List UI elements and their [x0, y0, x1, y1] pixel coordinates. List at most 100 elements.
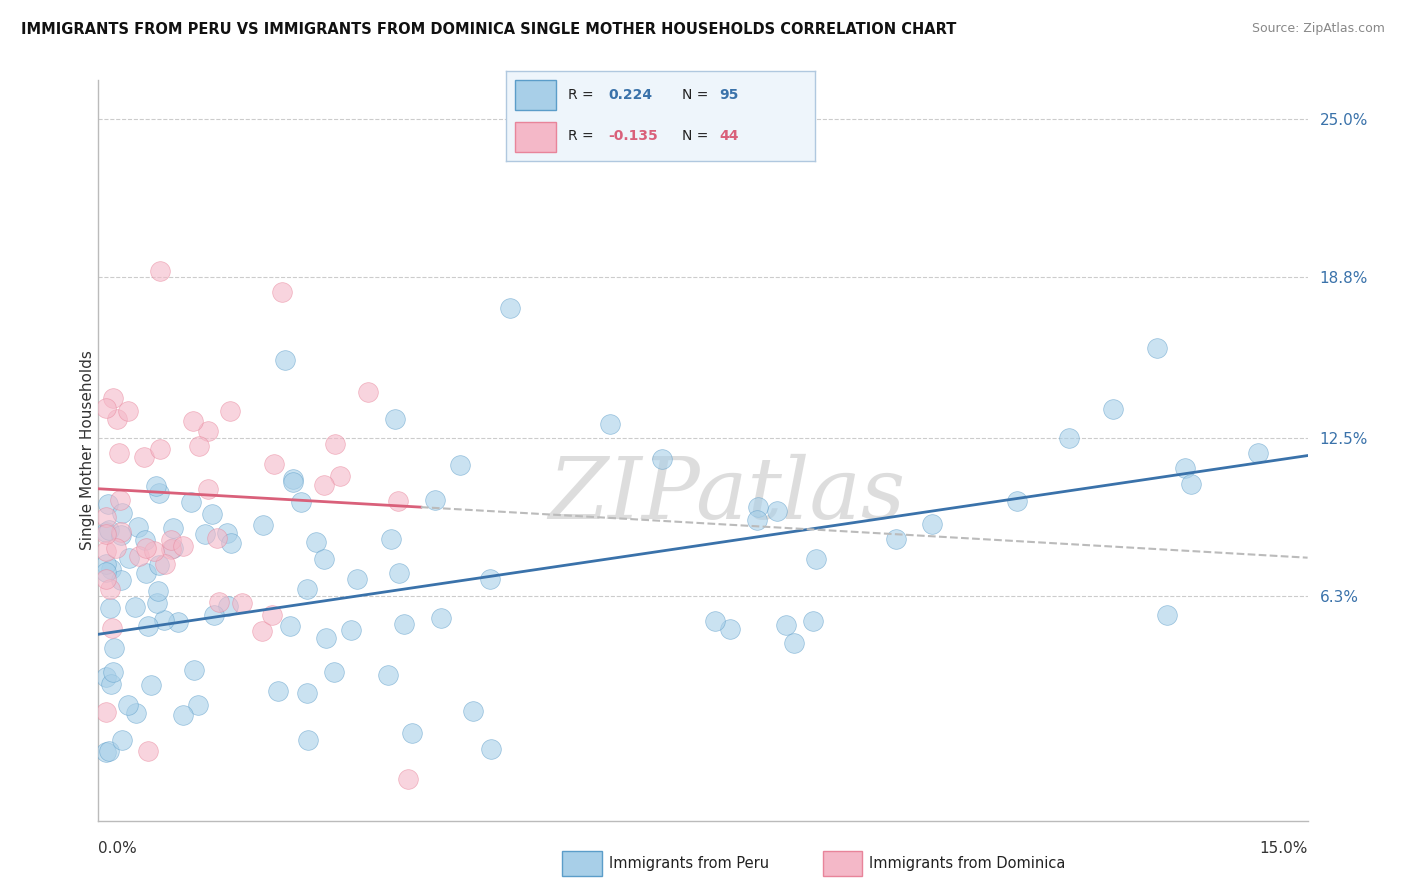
Point: [172, 539, 194, 553]
Point: [145, 479, 167, 493]
Point: [183, 663, 205, 677]
Point: [718, 622, 741, 636]
Point: [160, 541, 183, 556]
Point: [125, 706, 148, 720]
Point: [110, 524, 132, 539]
Point: [105, 412, 128, 426]
Text: Immigrants from Dominica: Immigrants from Dominica: [869, 856, 1066, 871]
Point: [124, 599, 146, 614]
Point: [766, 504, 789, 518]
Point: [96, 572, 118, 586]
Point: [1057, 431, 1080, 445]
Point: [149, 263, 172, 277]
Point: [132, 450, 155, 465]
Point: [118, 551, 141, 566]
Point: [745, 513, 768, 527]
Point: [884, 532, 907, 546]
Point: [297, 732, 319, 747]
Point: [231, 596, 253, 610]
Text: R =: R =: [568, 129, 598, 144]
Point: [262, 608, 284, 623]
Point: [1174, 461, 1197, 475]
Point: [103, 640, 125, 655]
Point: [1102, 401, 1125, 416]
Point: [187, 439, 209, 453]
Text: 95: 95: [720, 88, 740, 103]
Point: [96, 543, 118, 558]
Point: [1156, 607, 1178, 622]
Point: [202, 607, 225, 622]
Point: [134, 533, 156, 547]
Text: 0.224: 0.224: [609, 88, 652, 103]
Point: [108, 446, 131, 460]
Point: [136, 744, 159, 758]
Point: [127, 520, 149, 534]
Text: 0.0%: 0.0%: [98, 841, 138, 856]
Point: [921, 516, 943, 531]
FancyBboxPatch shape: [516, 122, 555, 152]
Point: [479, 742, 502, 756]
Point: [141, 678, 163, 692]
Point: [197, 424, 219, 438]
Point: [96, 510, 118, 524]
Point: [704, 614, 727, 628]
Point: [96, 401, 118, 415]
Point: [181, 414, 204, 428]
Point: [267, 683, 290, 698]
Point: [314, 552, 336, 566]
Point: [96, 524, 118, 539]
Point: [101, 665, 124, 680]
Point: [297, 686, 319, 700]
Text: N =: N =: [682, 88, 713, 103]
Point: [329, 468, 352, 483]
Point: [180, 495, 202, 509]
Point: [274, 353, 297, 368]
Point: [346, 572, 368, 586]
Point: [104, 541, 127, 555]
Point: [128, 549, 150, 564]
Point: [146, 596, 169, 610]
Point: [449, 458, 471, 472]
Point: [290, 495, 312, 509]
Point: [172, 708, 194, 723]
Point: [149, 442, 172, 456]
Point: [219, 404, 242, 418]
Point: [148, 558, 170, 573]
Text: Source: ZipAtlas.com: Source: ZipAtlas.com: [1251, 22, 1385, 36]
Text: ZIPatlas: ZIPatlas: [548, 453, 905, 536]
Point: [339, 623, 361, 637]
Point: [271, 285, 294, 300]
Point: [96, 745, 118, 759]
Point: [806, 552, 828, 566]
Point: [801, 614, 824, 628]
Point: [97, 497, 120, 511]
Point: [111, 733, 134, 747]
Point: [396, 772, 419, 786]
Point: [323, 665, 346, 679]
Point: [100, 562, 122, 576]
Point: [111, 507, 134, 521]
Text: N =: N =: [682, 129, 713, 144]
Point: [159, 533, 181, 548]
Point: [297, 582, 319, 596]
Point: [117, 404, 139, 418]
Point: [219, 536, 242, 550]
Point: [315, 631, 337, 645]
Point: [187, 698, 209, 713]
Point: [1180, 476, 1202, 491]
Point: [401, 726, 423, 740]
Point: [783, 635, 806, 649]
Point: [96, 526, 118, 541]
Point: [100, 677, 122, 691]
Point: [96, 670, 118, 684]
Point: [98, 744, 121, 758]
Point: [117, 698, 139, 712]
Point: [384, 412, 406, 426]
Point: [388, 566, 411, 580]
FancyBboxPatch shape: [516, 80, 555, 110]
Point: [430, 611, 453, 625]
Point: [1146, 341, 1168, 355]
Point: [423, 492, 446, 507]
Point: [323, 437, 346, 451]
Point: [775, 617, 797, 632]
